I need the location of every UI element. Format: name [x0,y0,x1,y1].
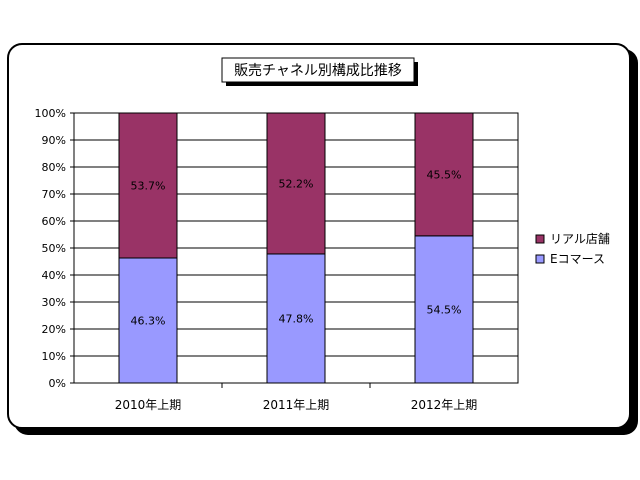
y-tick-label: 30% [42,296,66,309]
y-tick-label: 70% [42,188,66,201]
bar-segment [414,235,474,384]
legend-swatch-real-store [535,234,545,244]
bars [118,112,474,384]
bar-segment [118,257,178,384]
y-tick-label: 10% [42,350,66,363]
y-tick-label: 0% [49,377,66,390]
x-category-label: 2011年上期 [263,398,330,412]
data-label: 47.8% [279,312,314,325]
data-label: 54.5% [427,303,462,316]
data-label: 45.5% [427,168,462,181]
legend-label-ecommerce: Eコマース [550,252,605,266]
y-tick-label: 20% [42,323,66,336]
bar-segment [414,112,474,237]
data-label: 53.7% [131,179,166,192]
title-box [221,57,415,83]
x-category-label: 2012年上期 [411,398,478,412]
chart-title: 販売チャネル別構成比推移 [234,63,402,79]
axes: 0% 10% 20% 30% 40% 50% 60% 70% 80% 90% 100% 2010年上期… [35,107,478,412]
bar-segment [118,112,178,259]
y-tick-label: 60% [42,215,66,228]
x-category-label: 2010年上期 [115,398,182,412]
data-label: 52.2% [279,177,314,190]
y-tick-label: 50% [42,242,66,255]
legend-label-real-store: リアル店舗 [550,232,610,246]
data-label: 46.3% [131,314,166,327]
legend: リアル店舗 Eコマース [535,232,610,266]
y-tick-label: 100% [35,107,66,120]
y-tick-label: 80% [42,161,66,174]
y-tick-label: 90% [42,134,66,147]
y-tick-label: 40% [42,269,66,282]
bar-segment [266,112,326,255]
labels: 46.3% 53.7% 47.8% 52.2% 54.5% 45.5% [131,168,462,327]
legend-swatch-ecommerce [535,254,545,264]
